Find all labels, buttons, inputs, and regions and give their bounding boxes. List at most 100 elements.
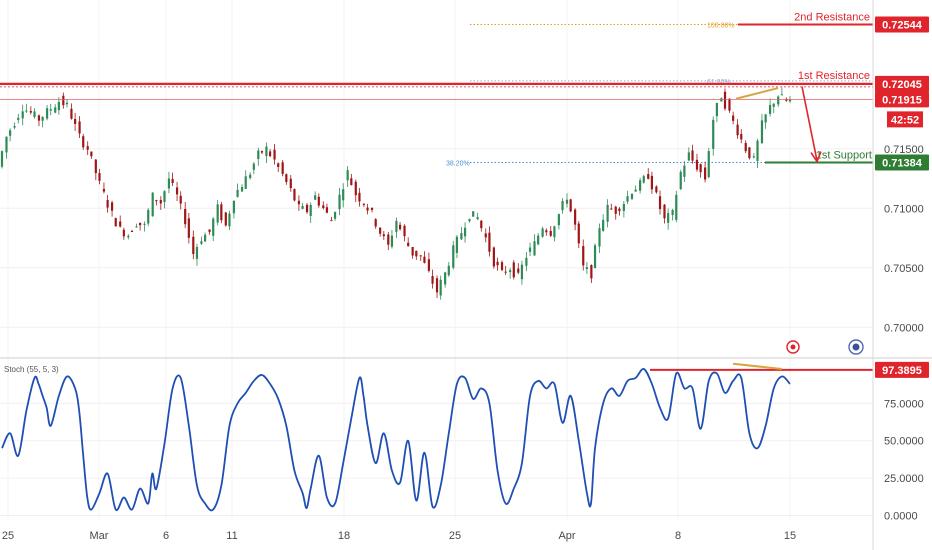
time-tick-label: 25 <box>449 530 461 542</box>
candle-body <box>192 236 195 255</box>
stoch-value-tag-bg <box>875 361 929 378</box>
candle-body <box>756 140 759 161</box>
time-tick-label: Apr <box>558 530 575 542</box>
price-pane[interactable]: 100.00% 61.80% 38.20% 2nd Resistance 1st Re… <box>0 0 873 520</box>
stoch-tick-label: 50.0000 <box>884 436 924 448</box>
candle-body <box>119 221 122 227</box>
event-marker-flag[interactable] <box>848 339 864 355</box>
candle-body <box>212 218 215 236</box>
candle-body <box>130 230 134 232</box>
candle-body <box>537 235 540 245</box>
candle-body <box>54 107 57 113</box>
time-axis[interactable]: 25 Mar 6 11 18 25 Apr 8 15 <box>2 530 796 542</box>
candle-body <box>240 187 244 192</box>
candle-body <box>398 224 402 230</box>
candle-body <box>281 162 284 174</box>
candle-body <box>520 264 524 280</box>
candle-body <box>395 220 398 232</box>
candle-body <box>574 209 577 225</box>
time-tick-label: 25 <box>2 530 14 542</box>
candle-body <box>468 218 471 222</box>
candle-body <box>598 228 601 247</box>
candle-body <box>163 191 166 202</box>
candle-body <box>387 234 390 245</box>
candle-body <box>62 95 65 106</box>
candle-body <box>322 205 325 209</box>
candle-body <box>297 200 301 205</box>
price-axis[interactable]: 0.70000 0.70500 0.71000 0.71500 0.0000 25.000… <box>884 144 924 523</box>
candle-body <box>634 189 637 192</box>
candle-body <box>748 147 751 159</box>
candle-body <box>236 189 239 197</box>
divergence-line <box>735 87 779 100</box>
candle-body <box>379 227 382 234</box>
candle-body <box>614 206 617 214</box>
candle-body <box>472 211 475 217</box>
stoch-pane[interactable]: Stoch (55, 5, 3) <box>0 362 873 517</box>
candle-body <box>25 110 28 112</box>
candle-body <box>37 115 41 121</box>
countdown-tag-bg <box>887 111 923 128</box>
candle-body <box>504 271 507 273</box>
first-resistance-label: 1st Resistance <box>798 70 870 82</box>
candle-body <box>744 142 747 152</box>
candle-body <box>114 218 117 227</box>
stoch-tick-label: 75.0000 <box>884 398 924 410</box>
stoch-tick-label: 25.0000 <box>884 473 924 485</box>
candle-body <box>512 262 515 278</box>
candle-body <box>57 101 60 111</box>
candle-body <box>618 208 621 212</box>
candle-body <box>712 119 715 149</box>
candle-body <box>167 178 171 189</box>
candle-body <box>249 174 252 179</box>
candle-body <box>289 178 292 189</box>
level-lines: 2nd Resistance 1st Resistance 1st Support <box>0 12 873 164</box>
candle-body <box>525 257 528 266</box>
candle-body <box>650 175 653 190</box>
candle-body <box>260 151 264 153</box>
candle-body <box>354 181 357 196</box>
time-tick-label: 11 <box>226 530 237 542</box>
candle-body <box>29 111 32 113</box>
candle-body <box>658 196 662 210</box>
candle-body <box>509 270 512 273</box>
candle-body <box>695 159 699 170</box>
first-support-tag-bg <box>875 154 929 171</box>
candle-body <box>151 192 154 217</box>
candle-body <box>728 98 731 111</box>
candle-body <box>715 102 718 117</box>
candle-body <box>0 151 4 167</box>
candle-body <box>500 262 504 270</box>
candle-body <box>630 193 634 199</box>
candle-body <box>480 220 483 229</box>
candle-body <box>435 278 439 293</box>
candle-body <box>704 167 707 180</box>
candle-body <box>403 225 406 237</box>
down-arrow <box>801 86 818 161</box>
candle-body <box>553 226 556 238</box>
candle-body <box>768 104 772 114</box>
candle-body <box>301 205 304 209</box>
candle-body <box>496 261 499 266</box>
candle-body <box>777 96 780 105</box>
candle-body <box>94 159 97 174</box>
candle-body <box>565 199 569 204</box>
candle-body <box>626 196 629 202</box>
candle-body <box>265 146 268 157</box>
fib-level-label: 61.80% <box>707 79 731 86</box>
candle-body <box>585 267 589 269</box>
candle-body <box>122 229 125 237</box>
candle-body <box>159 200 162 204</box>
candle-body <box>330 220 333 222</box>
candle-body <box>110 202 114 211</box>
candle-body <box>147 209 150 224</box>
candle-body <box>187 218 190 238</box>
candle-body <box>582 246 585 266</box>
candle-body <box>671 210 674 216</box>
first-resistance-tag: 0.72045 <box>882 79 922 91</box>
event-marker-flag[interactable] <box>786 340 800 354</box>
stoch-indicator-label[interactable]: Stoch (55, 5, 3) <box>4 365 59 374</box>
candle-body <box>431 276 434 284</box>
fib-levels: 100.00% 61.80% 38.20% <box>446 23 873 168</box>
candle-body <box>285 174 288 183</box>
